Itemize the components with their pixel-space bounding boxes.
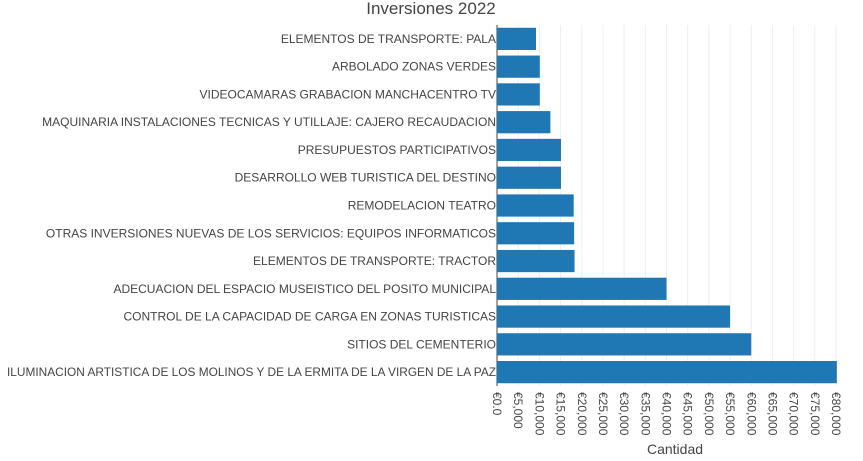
x-tick-label: €75,000 xyxy=(808,392,822,436)
bar[interactable] xyxy=(497,194,574,217)
x-axis-title: Cantidad xyxy=(647,441,703,457)
bar[interactable] xyxy=(497,138,561,162)
bar[interactable] xyxy=(497,333,752,356)
x-tick-label: €5,000 xyxy=(511,392,525,429)
bar[interactable] xyxy=(497,83,540,106)
category-labels: ELEMENTOS DE TRANSPORTE: PALA ARBOLADO ZO… xyxy=(7,32,496,379)
category-label: ADECUACION DEL ESPACIO MUSEISTICO DEL PO… xyxy=(113,282,496,296)
bar[interactable] xyxy=(497,222,575,245)
category-label: ELEMENTOS DE TRANSPORTE: PALA xyxy=(281,32,496,46)
category-label: REMODELACION TEATRO xyxy=(348,199,496,213)
x-tick-label: €30,000 xyxy=(617,392,631,436)
x-tick-label: €50,000 xyxy=(702,392,716,436)
x-tick-label: €15,000 xyxy=(554,392,568,436)
bars xyxy=(497,27,837,384)
bar[interactable] xyxy=(497,305,731,328)
category-label: VIDEOCAMARAS GRABACION MANCHACENTRO TV xyxy=(200,87,496,101)
bar[interactable] xyxy=(497,111,551,134)
x-tick-label: €80,000 xyxy=(829,392,843,436)
bar[interactable] xyxy=(497,361,837,384)
x-tick-label: €40,000 xyxy=(660,392,674,436)
chart-title: Inversiones 2022 xyxy=(366,0,495,18)
category-label: DESARROLLO WEB TURISTICA DEL DESTINO xyxy=(235,171,496,185)
bar[interactable] xyxy=(497,249,575,273)
category-label: ARBOLADO ZONAS VERDES xyxy=(332,60,496,74)
bar[interactable] xyxy=(497,27,536,50)
x-tick-label: €25,000 xyxy=(596,392,610,436)
category-label: MAQUINARIA INSTALACIONES TECNICAS Y UTIL… xyxy=(42,115,496,129)
category-label: ILUMINACION ARTISTICA DE LOS MOLINOS Y D… xyxy=(7,365,496,379)
bar[interactable] xyxy=(497,166,561,189)
category-label: OTRAS INVERSIONES NUEVAS DE LOS SERVICIO… xyxy=(46,226,496,240)
bar[interactable] xyxy=(497,55,540,78)
category-label: CONTROL DE LA CAPACIDAD DE CARGA EN ZONA… xyxy=(123,310,496,324)
x-tick-label: €65,000 xyxy=(765,392,779,436)
category-label: PRESUPUESTOS PARTICIPATIVOS xyxy=(298,143,496,157)
x-tick-label: €70,000 xyxy=(787,392,801,436)
x-tick-label: €45,000 xyxy=(681,392,695,436)
category-label: ELEMENTOS DE TRANSPORTE: TRACTOR xyxy=(253,254,496,268)
x-tick-labels: €0.0 €5,000 €10,000 €15,000 €20,000 €25,000 €3… xyxy=(490,392,843,436)
x-tick-label: €0.0 xyxy=(490,392,504,416)
x-tick-label: €20,000 xyxy=(575,392,589,436)
x-tick-label: €60,000 xyxy=(744,392,758,436)
x-tick-label: €35,000 xyxy=(638,392,652,436)
x-tick-label: €10,000 xyxy=(532,392,546,436)
x-tick-label: €55,000 xyxy=(723,392,737,436)
bar[interactable] xyxy=(497,277,667,300)
category-label: SITIOS DEL CEMENTERIO xyxy=(347,337,496,351)
